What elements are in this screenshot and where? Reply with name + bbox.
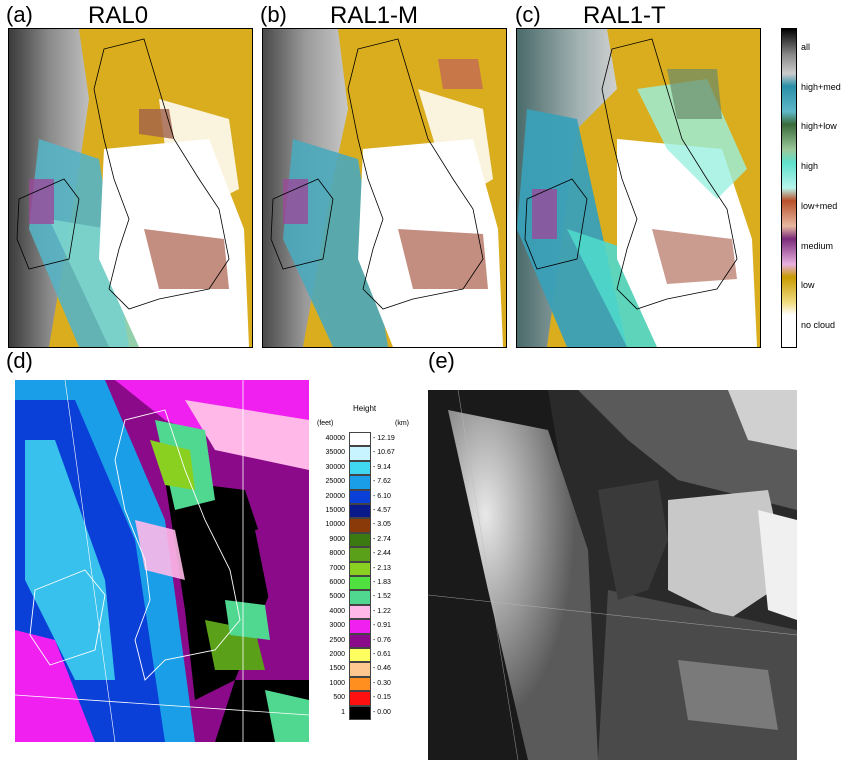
height-legend-swatch	[349, 619, 371, 634]
panel-a-title: RAL0	[88, 2, 149, 29]
height-legend: Height (feet) (km) 40000 - 12.19 35000 - 10…	[315, 402, 420, 722]
height-legend-km: - 0.46	[373, 665, 391, 673]
height-legend-swatch	[349, 561, 371, 576]
height-legend-km: - 0.61	[373, 651, 391, 658]
panel-e-label: (e)	[428, 348, 455, 373]
height-legend-swatch	[349, 547, 371, 562]
panel-b-map	[262, 28, 507, 348]
height-legend-swatch	[349, 590, 371, 605]
height-legend-km: - 0.76	[373, 636, 391, 644]
height-legend-swatch	[349, 576, 371, 591]
height-legend-swatch	[349, 633, 371, 648]
height-legend-swatch	[349, 604, 371, 620]
height-legend-km: - 2.13	[373, 564, 391, 572]
panel-d-cloud-top-height-map	[15, 380, 309, 742]
height-legend-feet: 2500	[329, 636, 345, 644]
height-legend-feet: 6000	[329, 579, 345, 586]
cloud-legend-label: high+low	[801, 121, 837, 132]
height-legend-feet: 8000	[329, 550, 345, 558]
panel-a-label: (a)	[6, 2, 33, 27]
height-legend-feet: 1000	[329, 679, 345, 687]
height-legend-feet: 9000	[329, 535, 345, 543]
cloud-legend-label: low+med	[801, 200, 838, 211]
height-legend-km: - 0.91	[373, 622, 391, 630]
height-legend-swatch	[349, 532, 371, 548]
height-legend-feet: 7000	[329, 564, 345, 572]
height-legend-feet: 15000	[325, 507, 345, 514]
height-legend-km: - 1.22	[373, 607, 391, 615]
height-legend-swatch	[349, 504, 371, 519]
height-legend-feet: 2000	[329, 651, 345, 658]
panel-e-satellite-image	[428, 390, 797, 760]
height-legend-km: - 1.83	[373, 579, 391, 586]
height-legend-km: - 7.62	[373, 478, 391, 486]
height-legend-swatch	[349, 475, 371, 490]
height-legend-swatch	[349, 518, 371, 533]
panel-b-label: (b)	[260, 2, 287, 27]
height-legend-km: - 12.19	[373, 435, 395, 442]
height-legend-km: - 2.44	[373, 550, 391, 558]
height-legend-km: - 0.15	[373, 694, 391, 702]
height-legend-km: - 3.05	[373, 521, 391, 529]
panel-c-map	[516, 28, 761, 348]
panel-c-label: (c)	[515, 2, 541, 27]
height-legend-feet: 30000	[325, 463, 345, 471]
height-legend-km: - 10.67	[373, 449, 395, 457]
cloud-legend-label: high	[801, 161, 819, 172]
panel-c-title: RAL1-T	[583, 2, 666, 29]
cloud-legend-label: no cloud	[801, 320, 836, 331]
height-legend-swatch	[349, 691, 371, 706]
cloud-legend-label: low	[801, 280, 815, 291]
panel-d-label: (d)	[6, 348, 33, 373]
height-legend-km: - 2.74	[373, 535, 391, 543]
cloud-legend-label: high+med	[801, 81, 841, 92]
height-legend-swatch	[349, 705, 371, 720]
height-legend-swatch	[349, 662, 371, 677]
height-legend-feet: 4000	[329, 607, 345, 615]
height-legend-unit-feet: (feet)	[317, 420, 334, 427]
height-legend-km: - 0.00	[373, 708, 391, 716]
height-legend-km: - 0.30	[373, 679, 391, 687]
panel-b-title: RAL1-M	[330, 2, 419, 29]
height-legend-km: - 6.10	[373, 492, 391, 500]
height-legend-km: - 1.52	[373, 593, 391, 601]
height-legend-swatch	[349, 432, 371, 447]
height-legend-km: - 4.57	[373, 507, 391, 514]
cloud-legend-label: all	[801, 41, 811, 52]
height-legend-feet: 5000	[329, 593, 345, 601]
height-legend-feet: 1500	[329, 665, 345, 673]
panel-a-map	[8, 28, 253, 348]
height-legend-km: - 9.14	[373, 463, 391, 471]
height-legend-feet: 10000	[325, 521, 345, 529]
height-legend-swatch	[349, 460, 371, 476]
height-legend-swatch	[349, 676, 371, 692]
height-legend-swatch	[349, 446, 371, 461]
cloud-legend-label: medium	[801, 240, 834, 251]
height-legend-feet: 20000	[325, 492, 345, 500]
height-legend-feet: 1	[341, 708, 345, 716]
height-legend-unit-km: (km)	[395, 420, 409, 427]
height-legend-swatch	[349, 648, 371, 663]
height-legend-feet: 500	[333, 694, 345, 702]
cloud-type-colorbar	[781, 28, 797, 348]
height-legend-feet: 25000	[325, 478, 345, 486]
height-legend-feet: 3000	[329, 622, 345, 630]
height-legend-swatch	[349, 489, 371, 504]
height-legend-feet: 40000	[325, 435, 345, 442]
height-legend-title: Height	[353, 404, 377, 413]
height-legend-feet: 35000	[325, 449, 345, 457]
